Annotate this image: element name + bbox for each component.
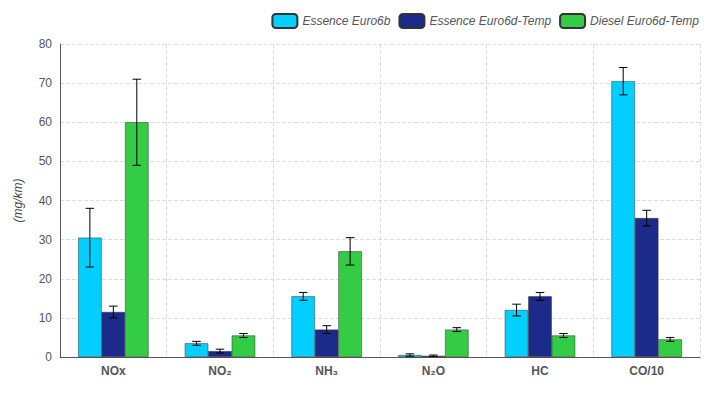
svg-text:50: 50	[39, 154, 53, 168]
svg-text:0: 0	[45, 350, 52, 364]
svg-text:NH₃: NH₃	[315, 364, 338, 378]
svg-text:Essence Euro6b: Essence Euro6b	[302, 14, 390, 28]
svg-text:80: 80	[39, 37, 53, 51]
svg-text:N₂O: N₂O	[422, 364, 445, 378]
svg-text:CO/10: CO/10	[629, 364, 664, 378]
svg-text:70: 70	[39, 76, 53, 90]
svg-text:(mg/km): (mg/km)	[11, 179, 25, 223]
svg-text:NOx: NOx	[101, 364, 126, 378]
svg-text:NO₂: NO₂	[208, 364, 231, 378]
svg-text:Diesel Euro6d-Temp: Diesel Euro6d-Temp	[590, 14, 699, 28]
svg-text:Essence Euro6d-Temp: Essence Euro6d-Temp	[429, 14, 551, 28]
svg-text:40: 40	[39, 194, 53, 208]
svg-text:20: 20	[39, 272, 53, 286]
svg-text:30: 30	[39, 233, 53, 247]
svg-text:HC: HC	[531, 364, 549, 378]
svg-text:60: 60	[39, 115, 53, 129]
svg-text:10: 10	[39, 311, 53, 325]
